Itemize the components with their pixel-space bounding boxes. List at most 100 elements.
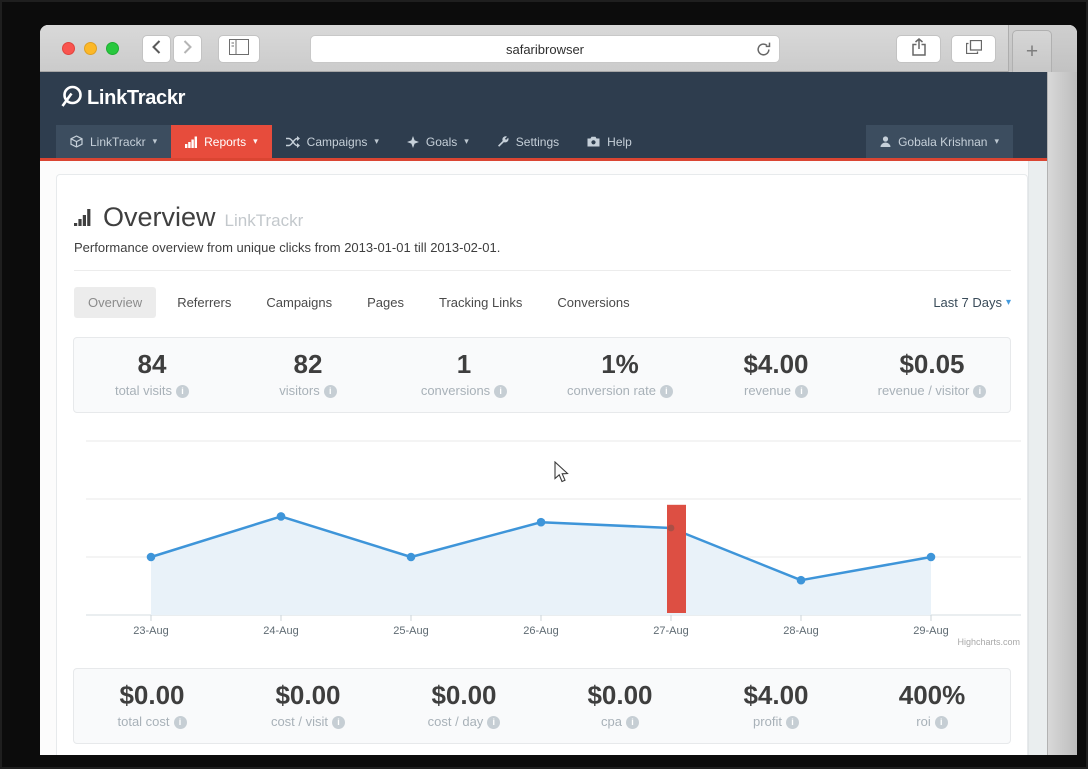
tab-referrers[interactable]: Referrers [177, 295, 232, 310]
nav-item-label: Campaigns [306, 134, 368, 149]
stat-label-text: revenue / visitor [877, 383, 970, 398]
stat-label: cpa i [542, 714, 698, 729]
nav-item-label: Goals [425, 134, 458, 149]
stat-label: profit i [698, 714, 854, 729]
date-range-label: Last 7 Days [933, 295, 1002, 310]
chart-point[interactable] [146, 552, 156, 562]
nav-item-label: LinkTrackr [90, 134, 146, 149]
info-icon[interactable]: i [332, 716, 346, 729]
stat-conversion-rate: 1% conversion rate i [542, 338, 698, 412]
nav-item-goals[interactable]: Goals ▾ [393, 125, 483, 158]
info-icon[interactable]: i [659, 385, 673, 398]
chart-area-fill [151, 516, 931, 615]
chart-canvas[interactable]: 23-Aug 24-Aug 25-Aug 26-Aug 27-Aug 28-Aug 29-A… [57, 421, 1027, 656]
info-icon[interactable]: i [625, 716, 639, 729]
page-body: Overview LinkTrackr Performance overview… [40, 161, 1047, 755]
info-icon[interactable]: i [794, 385, 808, 398]
page-title-suffix: LinkTrackr [224, 211, 304, 230]
tab-bar-strip: + [1008, 25, 1077, 72]
linktrackr-logo-icon [59, 84, 84, 114]
nav-item-label: Settings [515, 134, 560, 149]
info-icon[interactable]: i [494, 385, 508, 398]
info-icon[interactable]: i [173, 716, 187, 729]
share-icon [911, 37, 926, 61]
tab-pages[interactable]: Pages [367, 295, 405, 310]
back-button[interactable] [142, 35, 171, 63]
chart-point[interactable] [536, 517, 546, 527]
page-scrollbar[interactable] [1028, 161, 1047, 755]
stat-label-text: conversion rate [567, 383, 656, 398]
address-bar[interactable]: safaribrowser [310, 35, 780, 63]
tabs-icon [965, 39, 982, 59]
stat-label-text: conversions [420, 383, 491, 398]
chart-point[interactable] [796, 575, 806, 585]
stat-label: total cost i [74, 714, 230, 729]
share-button[interactable] [896, 35, 941, 63]
tab-overview-button[interactable] [951, 35, 996, 63]
nav-item-settings[interactable]: Settings [483, 125, 573, 158]
x-axis-label: 26-Aug [523, 625, 558, 637]
info-icon[interactable]: i [176, 385, 190, 398]
chart-point[interactable] [406, 552, 416, 562]
chart-point-highlight [667, 524, 675, 532]
brand-logo[interactable]: LinkTrackr [59, 84, 185, 114]
forward-button[interactable] [173, 35, 202, 63]
stat-visitors: 82 visitors i [230, 338, 386, 412]
tab-overview[interactable]: Overview [74, 287, 157, 318]
reload-icon[interactable] [756, 42, 771, 60]
caret-down-icon: ▾ [253, 136, 258, 146]
stat-value: $0.00 [587, 680, 653, 710]
visits-chart[interactable]: 23-Aug 24-Aug 25-Aug 26-Aug 27-Aug 28-Aug 29-A… [57, 421, 1027, 656]
stat-label-text: visitors [279, 383, 320, 398]
stat-value: 1% [601, 349, 639, 379]
stat-label: revenue / visitor i [854, 383, 1010, 398]
stat-label-text: revenue [744, 383, 791, 398]
nav-item-reports[interactable]: Reports ▾ [171, 125, 272, 158]
info-icon[interactable]: i [785, 716, 799, 729]
chart-point[interactable] [926, 552, 936, 562]
nav-item-linktrackr[interactable]: LinkTrackr ▾ [56, 125, 172, 158]
chart-credit[interactable]: Highcharts.com [957, 637, 1020, 647]
user-menu[interactable]: Gobala Krishnan ▾ [866, 125, 1013, 158]
stat-label: conversions i [386, 383, 542, 398]
chevron-right-icon [183, 39, 192, 59]
caret-down-icon: ▾ [464, 136, 469, 146]
chevron-left-icon [152, 39, 161, 59]
stat-label: cost / day i [386, 714, 542, 729]
stat-label: cost / visit i [230, 714, 386, 729]
stat-label-text: roi [916, 714, 931, 729]
zoom-window-button[interactable] [106, 42, 119, 55]
sidebar-button[interactable] [218, 35, 260, 63]
nav-item-campaigns[interactable]: Campaigns ▾ [272, 125, 393, 158]
date-range-filter[interactable]: Last 7 Days ▾ [933, 295, 1011, 310]
chart-point[interactable] [276, 512, 286, 521]
x-axis-label: 23-Aug [133, 625, 168, 637]
info-icon[interactable]: i [487, 716, 501, 729]
window-right-gutter [1047, 72, 1077, 755]
x-axis-label: 25-Aug [393, 625, 428, 637]
x-axis-label: 24-Aug [263, 625, 298, 637]
stat-revenue: $4.00 revenue i [698, 338, 854, 412]
tab-campaigns[interactable]: Campaigns [266, 295, 333, 310]
brand-name: LinkTrackr [87, 87, 186, 109]
tab-tracking-links[interactable]: Tracking Links [439, 295, 523, 310]
stat-cost-per-day: $0.00 cost / day i [386, 669, 542, 743]
minimize-window-button[interactable] [84, 42, 97, 55]
x-axis-label: 27-Aug [653, 625, 688, 637]
goal-star-icon [406, 135, 419, 148]
x-axis-label: 29-Aug [913, 625, 948, 637]
info-icon[interactable]: i [934, 716, 948, 729]
stat-value: $0.00 [275, 680, 341, 710]
tab-conversions[interactable]: Conversions [557, 295, 630, 310]
nav-item-help[interactable]: Help [573, 125, 646, 158]
stat-total-cost: $0.00 total cost i [74, 669, 230, 743]
conversion-marker-bar[interactable] [667, 504, 686, 613]
close-window-button[interactable] [62, 42, 75, 55]
info-icon[interactable]: i [323, 385, 337, 398]
stats-row-bottom: $0.00 total cost i $0.00 cost / visit i $0… [73, 668, 1011, 744]
stat-cpa: $0.00 cpa i [542, 669, 698, 743]
stat-value: $4.00 [743, 349, 809, 379]
info-icon[interactable]: i [973, 385, 987, 398]
stat-value: $0.00 [431, 680, 497, 710]
new-tab-button[interactable]: + [1012, 30, 1052, 72]
